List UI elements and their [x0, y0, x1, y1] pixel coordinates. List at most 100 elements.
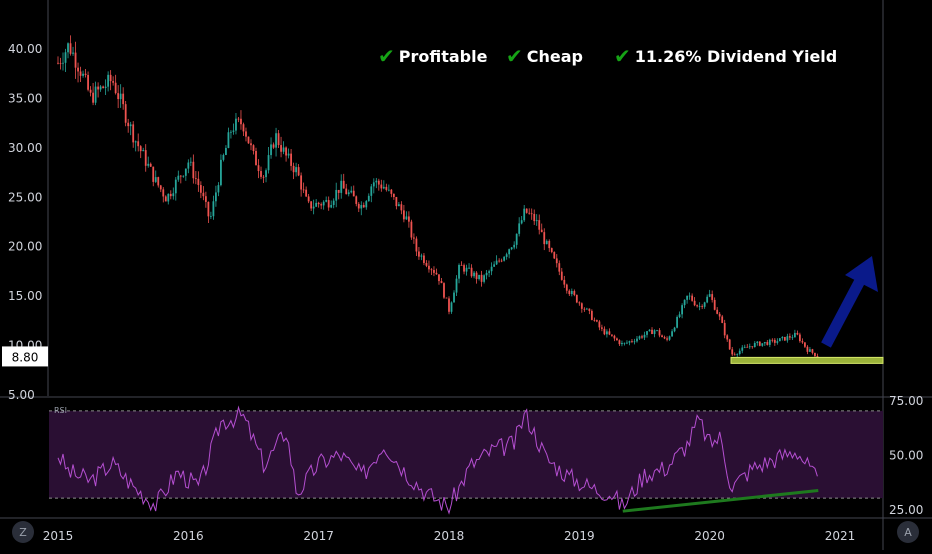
candle-body	[129, 124, 132, 127]
candle-body	[804, 342, 806, 347]
candle-body	[415, 238, 418, 252]
candle-body	[400, 204, 403, 211]
candle-body	[182, 175, 185, 177]
candle-body	[199, 185, 202, 193]
candle-body	[77, 67, 79, 72]
price-tick-label: 30.00	[8, 141, 42, 155]
candle-body	[385, 186, 388, 190]
candle-body	[791, 337, 794, 339]
candle-body	[332, 200, 335, 206]
candle-body	[420, 255, 423, 257]
candle-body	[217, 185, 220, 193]
candle-body	[102, 86, 105, 89]
time-tick-label: 2015	[43, 529, 74, 543]
candle-body	[152, 166, 155, 182]
candle-body	[240, 118, 242, 125]
candle-body	[375, 180, 378, 183]
candle-body	[653, 330, 656, 334]
price-tick-label: 20.00	[8, 240, 42, 254]
candle-body	[748, 346, 751, 348]
candle-body	[265, 170, 267, 178]
candle-body	[663, 337, 666, 339]
candle-body	[688, 295, 691, 297]
candle-body	[67, 43, 69, 53]
candle-body	[533, 213, 536, 222]
candle-body	[169, 193, 172, 197]
candle-body	[590, 310, 593, 320]
candle-body	[260, 171, 262, 177]
candle-body	[495, 260, 498, 265]
candle-body	[728, 339, 731, 350]
candle-body	[731, 349, 734, 355]
candle-body	[488, 271, 491, 273]
candle-body	[287, 153, 290, 156]
candle-body	[483, 275, 485, 282]
candle-body	[806, 346, 809, 352]
candle-body	[798, 334, 801, 342]
candle-body	[681, 305, 683, 315]
candle-body	[82, 73, 84, 76]
candle-body	[187, 162, 190, 169]
candle-body	[508, 249, 511, 255]
candle-body	[272, 144, 275, 148]
candle-body	[184, 168, 187, 176]
candle-body	[593, 319, 596, 321]
candle-body	[154, 177, 157, 182]
candle-body	[112, 81, 115, 83]
candle-body	[678, 314, 681, 318]
candle-body	[122, 93, 125, 105]
candle-body	[74, 52, 77, 68]
candle-body	[335, 189, 338, 201]
candle-body	[658, 330, 661, 336]
candle-body	[771, 339, 774, 341]
candle-body	[573, 291, 576, 295]
candle-body	[370, 186, 373, 196]
candle-body	[726, 335, 729, 340]
candle-body	[538, 220, 541, 230]
candle-body	[580, 303, 583, 309]
candle-body	[157, 177, 160, 186]
candle-body	[555, 258, 558, 264]
rsi-line	[57, 405, 818, 515]
candle-body	[405, 216, 408, 220]
candle-body	[209, 216, 212, 217]
candle-body	[545, 240, 548, 245]
candle-body	[671, 331, 673, 337]
candle-body	[523, 208, 526, 221]
timezone-button[interactable]: Z	[12, 521, 34, 543]
up-arrow-shaft	[821, 272, 868, 348]
auto-scale-button[interactable]: A	[897, 521, 919, 543]
time-tick-label: 2017	[303, 529, 334, 543]
candle-body	[194, 178, 197, 180]
candle-body	[164, 196, 167, 202]
candle-body	[623, 342, 626, 344]
candle-body	[355, 196, 358, 204]
rsi-tick-label: 75.00	[889, 394, 923, 408]
time-tick-label: 2020	[694, 529, 725, 543]
candle-body	[500, 260, 503, 262]
candle-body	[809, 349, 811, 352]
candle-body	[683, 299, 686, 306]
candle-body	[480, 274, 483, 282]
candle-body	[395, 196, 398, 207]
candle-body	[225, 147, 227, 155]
candle-body	[505, 254, 508, 257]
candle-body	[360, 205, 363, 209]
annotation-cheap: ✔ Cheap	[506, 44, 583, 68]
time-tick-label: 2018	[434, 529, 465, 543]
candle-body	[626, 342, 628, 344]
candle-body	[528, 212, 531, 214]
candle-body	[345, 188, 348, 195]
rsi-band	[49, 410, 883, 499]
candle-body	[608, 331, 611, 335]
candle-body	[423, 255, 425, 263]
time-tick-label: 2016	[173, 529, 204, 543]
candle-body	[87, 75, 89, 90]
candle-body	[305, 189, 308, 197]
candle-body	[788, 336, 791, 338]
candle-body	[149, 163, 152, 167]
candle-body	[736, 354, 739, 355]
candle-body	[350, 190, 353, 193]
candle-body	[733, 354, 736, 356]
candle-body	[753, 343, 756, 348]
